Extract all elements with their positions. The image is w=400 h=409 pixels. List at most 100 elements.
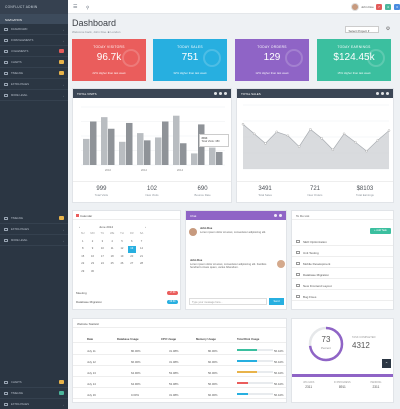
prev-month-icon[interactable]: ‹ [79, 225, 80, 229]
notifications-bell-icon[interactable]: 7 [376, 3, 382, 10]
event-item[interactable]: Meeting 17:00 [76, 290, 178, 298]
todo-checkbox[interactable] [296, 250, 300, 254]
data-point[interactable] [275, 130, 278, 134]
bar[interactable] [101, 117, 108, 165]
todo-item[interactable]: Unit Testing [292, 248, 393, 257]
data-point[interactable] [376, 139, 379, 142]
bar[interactable] [90, 121, 97, 166]
todo-item[interactable]: SEO Optimization [292, 237, 393, 246]
bar[interactable] [83, 138, 90, 165]
data-point[interactable] [286, 134, 290, 137]
calendar-day[interactable]: 1 [82, 239, 84, 243]
stat-tile[interactable]: TODAY ORDERS 129 12% Higher than last week [235, 39, 309, 81]
bar[interactable] [119, 141, 126, 165]
select-project-dropdown[interactable]: Select Project ▾ [345, 26, 379, 33]
todo-checkbox[interactable] [296, 283, 300, 287]
calendar-day[interactable]: 19 [120, 254, 124, 258]
close-icon[interactable] [278, 213, 282, 217]
data-point[interactable] [342, 132, 346, 135]
bar[interactable] [173, 115, 180, 165]
add-task-button[interactable]: + Add Task [370, 228, 391, 234]
calendar-day[interactable]: 5 [121, 239, 123, 243]
data-point[interactable] [241, 123, 245, 126]
todo-checkbox[interactable] [296, 261, 300, 265]
next-month-icon[interactable]: › [145, 225, 146, 229]
scroll-top-button[interactable]: ⌃ [382, 359, 391, 368]
calendar-day[interactable]: 21 [140, 254, 144, 258]
refresh-icon[interactable] [213, 91, 217, 95]
table-row[interactable]: July 13 64.90% 53.08% 56.00% 56.42% [73, 367, 286, 377]
close-icon[interactable] [385, 91, 389, 95]
tasks-calendar-icon[interactable]: 3 [394, 3, 400, 10]
calendar-day[interactable]: 25 [110, 262, 114, 265]
sidebar-item-timeline[interactable]: TIMELINE [0, 213, 68, 224]
calendar-day[interactable]: 7 [140, 239, 143, 243]
messages-envelope-icon[interactable]: 4 [385, 3, 391, 10]
bar[interactable] [108, 128, 115, 165]
sidebar-item-ui-elements[interactable]: UI ELEMENTS [0, 46, 68, 57]
todo-checkbox[interactable] [296, 294, 300, 298]
bar[interactable] [155, 137, 162, 165]
calendar-day[interactable]: 3 [101, 239, 104, 243]
stat-tile[interactable]: TODAY EARNINGS $124.45k 15% Higher than la… [317, 39, 391, 81]
todo-item[interactable]: Database Migration [292, 270, 393, 279]
calendar-day[interactable]: 15 [81, 254, 85, 258]
data-point[interactable] [309, 128, 312, 131]
collapse-icon[interactable] [380, 91, 384, 95]
refresh-icon[interactable] [375, 91, 379, 95]
chat-message-input[interactable]: Type your message here... [189, 298, 267, 305]
data-point[interactable] [387, 129, 391, 132]
todo-item[interactable]: Bug Fixes [292, 292, 393, 301]
event-item[interactable]: Database Migration 09:30 [76, 299, 178, 307]
bar[interactable] [126, 122, 133, 165]
stat-tile[interactable]: TODAY SALES 751 32% Higher than last week [153, 39, 227, 81]
sidebar-item-dashboard[interactable]: DASHBOARD › [0, 24, 68, 35]
bar[interactable] [216, 151, 223, 165]
calendar-day[interactable]: 8 [82, 247, 84, 250]
bar[interactable] [209, 147, 216, 165]
sidebar-item-more-level[interactable]: MORE LEVEL › [0, 90, 68, 101]
bar[interactable] [144, 140, 151, 165]
table-row[interactable]: July 14 64.90% 53.08% 56.00% 56.42% [73, 378, 286, 388]
sidebar-item-charts[interactable]: CHARTS [0, 377, 68, 388]
calendar-day[interactable]: 17 [100, 254, 104, 258]
calendar-day[interactable]: 14 [140, 247, 144, 250]
calendar-day[interactable]: 20 [130, 254, 134, 258]
calendar-day[interactable]: 9 [91, 247, 94, 250]
calendar-day[interactable]: 2 [91, 239, 94, 243]
calendar-day[interactable]: 26 [120, 262, 124, 265]
calendar-day[interactable]: 12 [120, 247, 124, 250]
calendar-day[interactable]: 18 [110, 254, 114, 258]
data-point[interactable] [365, 149, 368, 153]
bar[interactable] [137, 133, 144, 165]
brand-logo[interactable]: CONFLUCT ADMIN [0, 0, 68, 14]
bar[interactable] [162, 121, 169, 166]
bar[interactable] [180, 143, 187, 165]
close-icon[interactable] [223, 91, 227, 95]
calendar-day[interactable]: 13 [128, 246, 136, 253]
user-avatar[interactable] [351, 3, 359, 11]
table-row[interactable]: July 16 0.00% 31.08% 60.00% 56.42% [73, 389, 286, 399]
calendar-day[interactable]: 6 [131, 239, 133, 243]
sidebar-item-more-level[interactable]: MORE LEVEL › [0, 235, 68, 246]
table-row[interactable]: July 12 66.00% 31.08% 60.00% 56.42% [73, 356, 286, 366]
data-point[interactable] [264, 142, 267, 145]
calendar-day[interactable]: 16 [91, 254, 95, 258]
todo-item[interactable]: Mobile Development [292, 259, 393, 268]
sidebar-item-form-elements[interactable]: FORM ELEMENTS › [0, 35, 68, 46]
calendar-day[interactable]: 23 [91, 262, 95, 265]
sidebar-item-timeline[interactable]: TIMELINE [0, 68, 68, 79]
calendar-day[interactable]: 11 [110, 247, 114, 250]
todo-checkbox[interactable] [296, 272, 300, 276]
data-point[interactable] [320, 137, 323, 140]
table-row[interactable]: July 11 80.00% 31.08% 80.00% 56.42% [73, 345, 286, 355]
sidebar-item-extra-pages[interactable]: EXTRA PAGES › [0, 399, 68, 409]
calendar-day[interactable]: 22 [81, 262, 85, 265]
sidebar-item-timeline[interactable]: TIMELINE [0, 388, 68, 399]
data-point[interactable] [253, 132, 256, 135]
calendar-day[interactable]: 24 [100, 262, 104, 265]
calendar-day[interactable]: 4 [111, 239, 113, 243]
data-point[interactable] [354, 140, 357, 144]
sidebar-item-charts[interactable]: CHARTS [0, 57, 68, 68]
collapse-icon[interactable] [273, 213, 277, 217]
